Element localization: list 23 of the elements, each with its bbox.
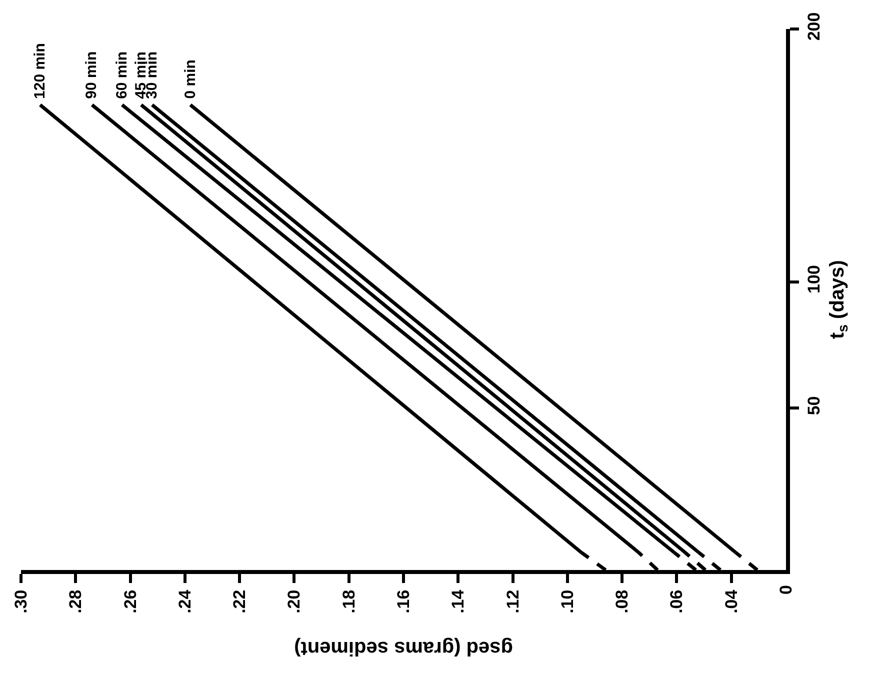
x-tick-label: .16 [394,590,414,614]
text: 0 [776,585,796,594]
x-tick-label: .22 [230,590,250,614]
text: 120 min [31,43,48,99]
x-axis-title: gsed (grams sediment) [294,636,513,659]
x-tick-label: .08 [612,590,632,614]
y-tick-label: 200 [804,12,824,41]
x-tick-label: .28 [66,590,86,614]
x-tick-label: .06 [667,590,686,614]
x-tick-label: .18 [339,590,358,614]
x-tick-label: .12 [503,590,522,614]
x-tick-label: .04 [722,589,741,614]
x-tick-label: .20 [284,590,304,614]
text: 0 min [182,60,200,99]
x-tick-label: .10 [558,590,577,614]
x-tick-label: .30 [12,590,31,614]
x-tick-label: .26 [120,590,140,614]
x-tick-label: .24 [175,589,194,614]
text: 60 min [113,51,130,99]
y-tick-label: 100 [804,265,824,294]
x-tick-label: .14 [448,589,468,614]
text: 90 min [83,51,100,99]
y-tick-label: 50 [804,396,824,416]
